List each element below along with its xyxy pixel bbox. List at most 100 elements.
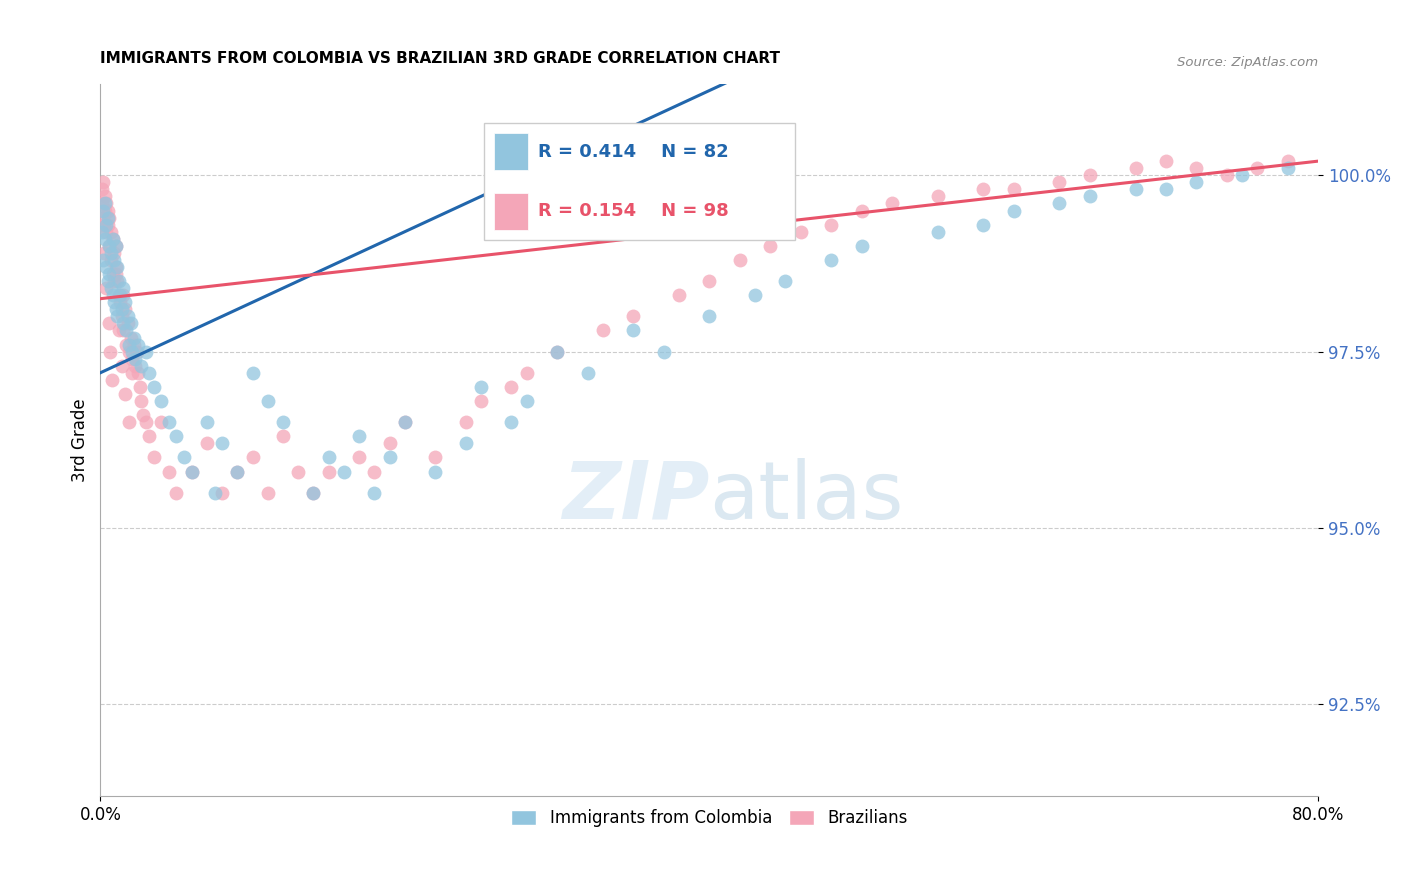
Point xyxy=(135,344,157,359)
Point xyxy=(501,380,523,394)
Point xyxy=(851,203,873,218)
Text: R = 0.154    N = 98: R = 0.154 N = 98 xyxy=(537,202,728,220)
Point xyxy=(394,415,416,429)
Point xyxy=(211,485,233,500)
Point xyxy=(98,344,121,359)
Point xyxy=(97,317,120,331)
Point xyxy=(287,465,309,479)
Point xyxy=(256,485,278,500)
Point xyxy=(100,281,122,295)
Point xyxy=(118,337,141,351)
Point xyxy=(111,310,134,324)
Point xyxy=(111,359,134,373)
Point xyxy=(157,415,180,429)
Point xyxy=(118,344,141,359)
Point xyxy=(142,380,165,394)
Point xyxy=(1154,182,1177,196)
Point xyxy=(135,415,157,429)
Point xyxy=(112,323,135,337)
Point xyxy=(98,267,121,281)
Point xyxy=(122,330,145,344)
Point xyxy=(851,239,873,253)
Point xyxy=(226,465,249,479)
Point xyxy=(363,465,385,479)
Point xyxy=(96,196,118,211)
Point xyxy=(880,196,903,211)
Point xyxy=(98,239,121,253)
Point xyxy=(114,302,136,317)
Point xyxy=(97,211,120,225)
Point xyxy=(93,252,115,267)
Point xyxy=(425,465,447,479)
Point xyxy=(105,274,128,288)
Point xyxy=(104,302,127,317)
Point xyxy=(1246,161,1268,176)
Point xyxy=(112,281,135,295)
Point xyxy=(101,267,124,281)
Point xyxy=(1230,168,1253,182)
Point xyxy=(621,310,644,324)
FancyBboxPatch shape xyxy=(494,193,527,229)
Point xyxy=(100,245,122,260)
Point xyxy=(1002,182,1025,196)
Point xyxy=(97,218,120,232)
Point xyxy=(394,415,416,429)
Point xyxy=(516,394,538,409)
Point xyxy=(100,252,122,267)
Point xyxy=(150,415,173,429)
Text: atlas: atlas xyxy=(709,458,904,536)
Point xyxy=(98,211,121,225)
Point xyxy=(501,415,523,429)
Point xyxy=(150,394,173,409)
Point xyxy=(972,218,994,232)
Point xyxy=(927,189,949,203)
FancyBboxPatch shape xyxy=(484,123,794,240)
Point xyxy=(759,239,782,253)
Point xyxy=(127,337,149,351)
Point xyxy=(302,485,325,500)
Point xyxy=(98,239,121,253)
Point xyxy=(115,323,138,337)
Point xyxy=(121,351,143,366)
Point xyxy=(132,408,155,422)
Point xyxy=(318,465,340,479)
Point xyxy=(124,359,146,373)
Point xyxy=(157,465,180,479)
Point xyxy=(94,196,117,211)
Point xyxy=(1078,168,1101,182)
Point xyxy=(972,182,994,196)
Point xyxy=(454,415,477,429)
Point xyxy=(94,281,117,295)
Point xyxy=(108,323,131,337)
Point xyxy=(470,394,492,409)
Point xyxy=(101,288,124,302)
Point xyxy=(105,267,128,281)
Point xyxy=(1277,161,1299,176)
Point xyxy=(1125,182,1147,196)
Point xyxy=(96,260,118,274)
Point xyxy=(271,415,294,429)
Point xyxy=(93,245,115,260)
Point xyxy=(363,485,385,500)
Point xyxy=(142,450,165,465)
Point xyxy=(103,245,125,260)
Point xyxy=(195,436,218,450)
Point xyxy=(101,232,124,246)
Point xyxy=(470,380,492,394)
Point xyxy=(97,274,120,288)
Point xyxy=(117,317,139,331)
Point xyxy=(138,366,160,380)
Point xyxy=(1125,161,1147,176)
Legend: Immigrants from Colombia, Brazilians: Immigrants from Colombia, Brazilians xyxy=(505,803,914,834)
Point xyxy=(516,366,538,380)
Point xyxy=(105,310,128,324)
Point xyxy=(668,288,690,302)
Point xyxy=(697,310,720,324)
Point xyxy=(697,274,720,288)
Point xyxy=(621,323,644,337)
Point xyxy=(211,436,233,450)
Point xyxy=(107,288,129,302)
Point xyxy=(105,260,128,274)
Point xyxy=(108,295,131,310)
Point xyxy=(166,485,188,500)
